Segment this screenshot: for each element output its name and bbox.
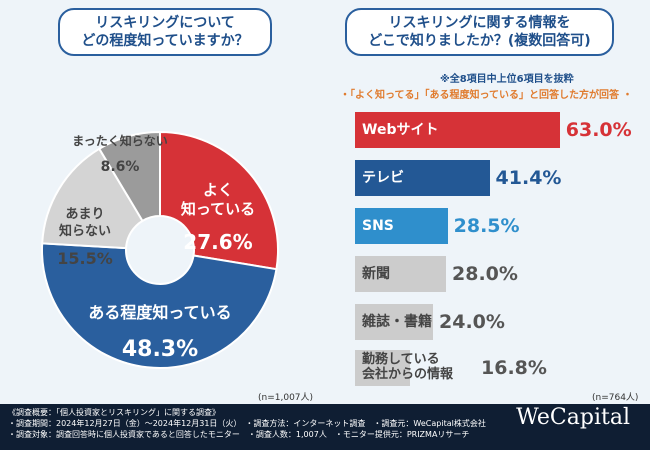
bar-value: 16.8%: [481, 357, 547, 379]
title-line: どの程度知っていますか？: [81, 33, 249, 49]
slice-label: まったく知らない: [72, 133, 168, 148]
right-chart-title: リスキリングに関する情報をどこで知りましたか？(複数回答可): [345, 8, 614, 56]
bar: [355, 350, 410, 386]
bar-value: 28.5%: [453, 215, 520, 237]
bar-label: 新聞: [362, 266, 390, 282]
bar-label: Webサイト: [362, 122, 439, 138]
donut-slice: [159, 130, 279, 271]
bar-value: 24.0%: [439, 311, 505, 333]
wecapital-logo: WeCapital: [516, 405, 630, 430]
bar-label: 勤務している 会社からの情報: [362, 352, 454, 382]
slice-value: 27.6%: [183, 230, 252, 254]
bar: [355, 256, 446, 292]
footer: 《調査概要：「個人投資家とリスキリング」に関する調査》・調査期間：2024年12…: [0, 404, 650, 450]
slice-label: 知らない: [59, 223, 111, 239]
footer-line: 《調査概要：「個人投資家とリスキリング」に関する調査》: [8, 408, 220, 417]
left-chart-title: リスキリングについて どの程度知っていますか？: [58, 8, 272, 56]
bar: [355, 304, 433, 340]
bar-label: SNS: [362, 218, 394, 234]
title-line: どこで知りましたか？(複数回答可): [368, 33, 591, 49]
slice-label: 知っている: [181, 200, 255, 218]
footer-line: ・調査期間：2024年12月27日（金）〜2024年12月31日（火） ・調査方…: [8, 419, 486, 428]
slice-label: あまり: [65, 207, 104, 222]
right-sample-size: (n=764人): [592, 393, 639, 403]
bar-label: 雑誌・書籍: [362, 314, 432, 330]
title-line: リスキリングに関する情報を: [388, 15, 571, 31]
left-sample-size: (n=1,007人): [258, 393, 314, 403]
slice-value: 15.5%: [57, 249, 113, 268]
note-respondents: ・「よく知ってる」「ある程度知っている」と回答した方が回答 ・: [340, 90, 633, 101]
note-top6: ※全8項目中上位6項目を抜粋: [440, 74, 574, 85]
slice-label: よく: [203, 181, 233, 199]
bar-value: 41.4%: [495, 167, 562, 189]
bar: [355, 160, 490, 196]
bar: [355, 208, 448, 244]
donut-slice: [41, 147, 144, 250]
footer-line: ・調査対象：調査回答時に個人投資家であると回答したモニター ・調査人数：1,00…: [8, 430, 470, 439]
bar: [355, 112, 560, 148]
slice-label: ある程度知っている: [88, 303, 231, 322]
title-line: リスキリングについて: [95, 15, 235, 31]
donut-slice: [41, 242, 278, 369]
bar-label: テレビ: [362, 170, 404, 186]
bar-value: 28.0%: [452, 263, 518, 285]
slice-value: 8.6%: [101, 159, 140, 175]
bar-value: 63.0%: [565, 119, 632, 141]
donut-slice: [97, 130, 161, 223]
slice-value: 48.3%: [122, 337, 198, 362]
